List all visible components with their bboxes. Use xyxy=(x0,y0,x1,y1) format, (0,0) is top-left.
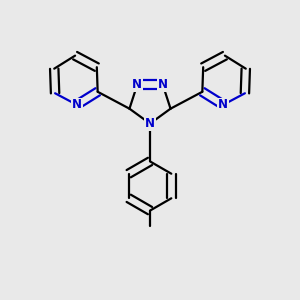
Text: N: N xyxy=(218,98,228,111)
Text: N: N xyxy=(72,98,82,111)
Text: N: N xyxy=(158,78,168,91)
Text: N: N xyxy=(132,78,142,91)
Text: N: N xyxy=(145,117,155,130)
